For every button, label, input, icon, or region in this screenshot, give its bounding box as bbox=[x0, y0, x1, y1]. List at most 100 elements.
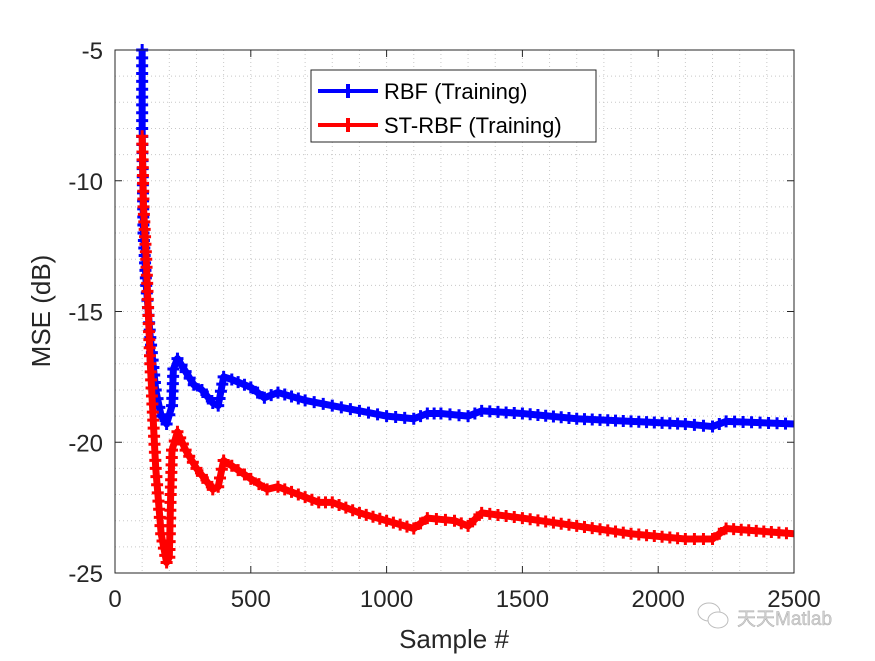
legend-marker-rbf bbox=[341, 84, 355, 98]
series-marker bbox=[468, 407, 481, 420]
series-marker bbox=[706, 533, 719, 546]
series-marker bbox=[400, 520, 413, 533]
series-marker bbox=[278, 483, 291, 496]
series-marker bbox=[183, 450, 196, 463]
series-marker bbox=[215, 463, 228, 476]
x-tick-label: 1000 bbox=[360, 586, 413, 613]
series-marker bbox=[217, 370, 230, 383]
series-marker bbox=[238, 468, 251, 481]
series-marker bbox=[380, 514, 393, 527]
series-marker bbox=[214, 471, 227, 484]
series-marker bbox=[174, 431, 187, 444]
y-tick-label: -25 bbox=[68, 561, 103, 588]
series-marker bbox=[201, 476, 214, 489]
series-marker bbox=[779, 417, 792, 430]
series-marker bbox=[217, 454, 230, 467]
series-marker bbox=[201, 390, 214, 403]
series-marker bbox=[187, 378, 200, 391]
series-marker bbox=[166, 444, 179, 457]
series-marker bbox=[195, 383, 208, 396]
series-marker bbox=[285, 485, 298, 498]
series-marker bbox=[225, 459, 238, 472]
series-marker bbox=[179, 444, 192, 457]
watermark: 天天Matlab bbox=[697, 602, 832, 630]
x-tick-label: 500 bbox=[231, 586, 271, 613]
series-marker bbox=[167, 363, 180, 376]
series-marker bbox=[462, 519, 475, 532]
series-marker bbox=[394, 518, 407, 531]
series-marker bbox=[299, 491, 312, 504]
series-marker bbox=[414, 517, 427, 530]
series-marker bbox=[713, 527, 726, 540]
series-marker bbox=[414, 410, 427, 423]
series-layer bbox=[136, 44, 795, 569]
legend: RBF (Training) ST-RBF (Training) bbox=[310, 69, 597, 143]
series-st-rbf bbox=[136, 130, 795, 569]
series-marker bbox=[713, 417, 726, 430]
series-marker bbox=[367, 510, 380, 523]
series-marker bbox=[171, 425, 184, 438]
series-marker bbox=[335, 401, 348, 414]
series-marker bbox=[171, 352, 184, 365]
series-marker bbox=[353, 404, 366, 417]
series-marker bbox=[407, 412, 420, 425]
series-marker bbox=[468, 513, 481, 526]
series-marker bbox=[373, 512, 386, 525]
series-marker bbox=[780, 527, 793, 540]
series-marker bbox=[271, 480, 284, 493]
series-marker bbox=[387, 516, 400, 529]
legend-label-rbf: RBF (Training) bbox=[384, 79, 527, 104]
series-marker bbox=[232, 464, 245, 477]
series-marker bbox=[175, 359, 188, 372]
series-marker bbox=[160, 417, 173, 430]
series-marker bbox=[326, 399, 339, 412]
series-marker bbox=[244, 381, 257, 394]
series-marker bbox=[706, 420, 719, 433]
series-marker bbox=[179, 365, 192, 378]
series-marker bbox=[271, 386, 284, 399]
legend-box bbox=[310, 69, 597, 143]
series-marker bbox=[455, 517, 468, 530]
wechat-icon bbox=[697, 602, 729, 629]
y-tick-label: -20 bbox=[68, 430, 103, 457]
series-marker bbox=[371, 408, 384, 421]
y-axis-label: MSE (dB) bbox=[26, 255, 56, 368]
ticks: 0 500 1000 1500 2000 2500 -5 -10 -15 -20 -25 bbox=[68, 38, 820, 613]
legend-marker-strbf bbox=[341, 118, 355, 132]
series-marker bbox=[360, 508, 373, 521]
series-marker bbox=[346, 504, 359, 517]
series-marker bbox=[362, 406, 375, 419]
series-marker bbox=[251, 386, 264, 399]
series-marker bbox=[285, 390, 298, 403]
series-marker bbox=[317, 397, 330, 410]
series-marker bbox=[225, 373, 238, 386]
series-marker bbox=[339, 501, 352, 514]
legend-label-strbf: ST-RBF (Training) bbox=[384, 113, 562, 138]
series-marker bbox=[238, 378, 251, 391]
x-tick-label: 2500 bbox=[767, 586, 820, 613]
series-marker bbox=[353, 506, 366, 519]
series-marker bbox=[186, 456, 199, 469]
series-marker bbox=[176, 437, 189, 450]
series-marker bbox=[305, 493, 318, 506]
series-marker bbox=[326, 496, 339, 509]
series-marker bbox=[292, 488, 305, 501]
series-marker bbox=[195, 469, 208, 482]
series-marker bbox=[344, 403, 357, 416]
y-tick-label: -15 bbox=[68, 300, 103, 327]
series-marker bbox=[244, 472, 257, 485]
series-marker bbox=[163, 408, 176, 421]
series-marker bbox=[261, 483, 274, 496]
series-marker bbox=[212, 480, 225, 493]
series-marker bbox=[265, 389, 278, 402]
series-marker bbox=[183, 372, 196, 385]
series-marker bbox=[299, 394, 312, 407]
watermark-text: 天天Matlab bbox=[737, 609, 832, 630]
series-marker bbox=[308, 396, 321, 409]
series-marker bbox=[292, 392, 305, 405]
x-tick-label: 0 bbox=[108, 586, 121, 613]
series-marker bbox=[278, 388, 291, 401]
x-tick-label: 1500 bbox=[496, 586, 549, 613]
series-marker bbox=[407, 522, 420, 535]
